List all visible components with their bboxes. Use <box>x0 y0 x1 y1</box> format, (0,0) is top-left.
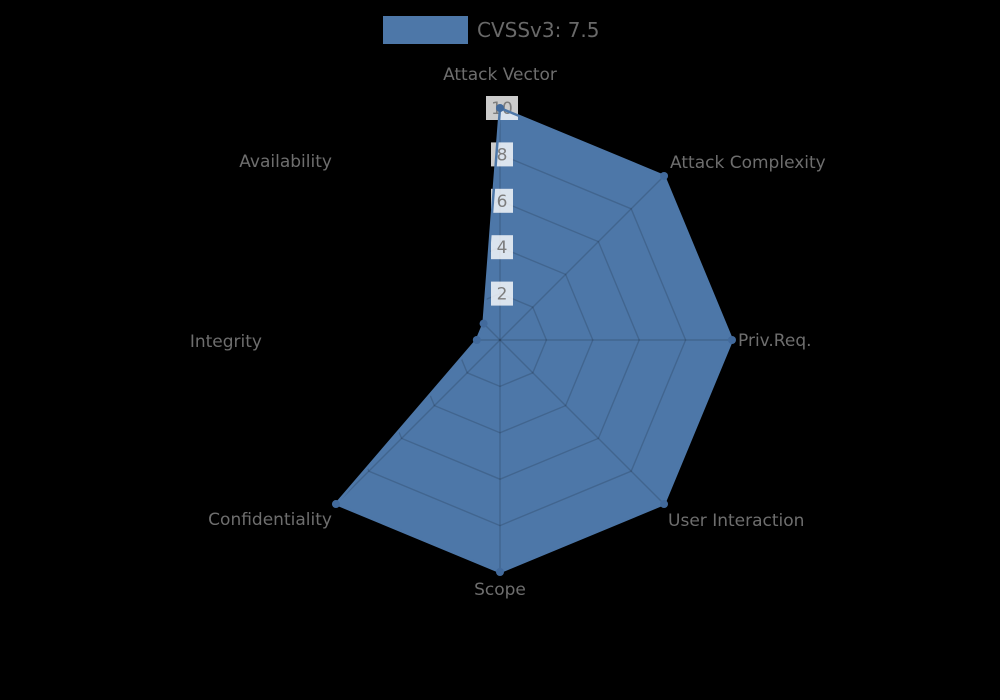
radial-tick-6: 6 <box>497 192 508 212</box>
legend: CVSSv3: 7.5 <box>383 16 600 44</box>
data-point-attack-complexity <box>660 171 669 180</box>
tick-box-2 <box>491 281 513 306</box>
axis-label-user-interaction: User Interaction <box>668 511 804 531</box>
axis-label-attack-vector: Attack Vector <box>443 65 557 85</box>
radial-tick-2: 2 <box>497 285 508 305</box>
data-point-confidentiality <box>331 500 340 509</box>
data-point-scope <box>496 568 504 576</box>
axis-label-availability: Availability <box>239 152 332 172</box>
radial-tick-4: 4 <box>497 238 508 258</box>
axis-label-confidentiality: Confidentiality <box>208 510 332 530</box>
radial-tick-8: 8 <box>497 145 508 165</box>
data-point-attack-vector <box>496 104 504 112</box>
data-point-priv-req <box>728 336 736 344</box>
axis-label-attack-complexity: Attack Complexity <box>670 153 826 173</box>
tick-box-6 <box>491 188 513 213</box>
axis-label-integrity: Integrity <box>190 332 262 352</box>
data-point-integrity <box>472 336 481 344</box>
data-point-user-interaction <box>660 500 669 509</box>
radial-tick-labels: 246810 <box>486 96 518 306</box>
axis-label-priv-req: Priv.Req. <box>738 331 812 351</box>
data-polygon-fill <box>336 108 732 572</box>
axis-label-scope: Scope <box>474 580 526 600</box>
legend-label: CVSSv3: 7.5 <box>477 18 600 42</box>
data-point-availability <box>479 319 488 328</box>
legend-swatch <box>383 16 468 44</box>
tick-box-4 <box>491 235 513 260</box>
